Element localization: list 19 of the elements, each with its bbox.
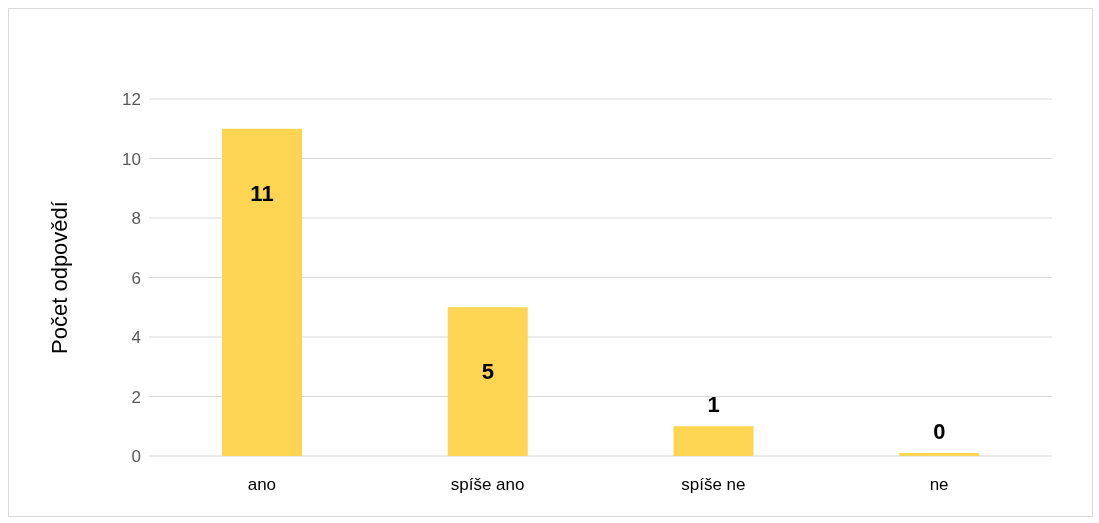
y-axis-title: Počet odpovědí <box>46 201 72 354</box>
y-tick-label: 12 <box>122 90 141 110</box>
data-label: 5 <box>481 359 494 385</box>
y-tick-label: 4 <box>131 328 141 348</box>
x-tick-label: spíše ne <box>681 475 746 495</box>
y-tick-label: 10 <box>122 149 141 169</box>
x-tick-label: ne <box>929 475 949 495</box>
y-tick-label: 8 <box>131 209 141 229</box>
y-tick-label: 2 <box>131 387 141 407</box>
x-tick-label: ano <box>247 475 277 495</box>
y-tick-label: 6 <box>131 268 141 288</box>
bar <box>447 307 528 456</box>
data-label: 0 <box>933 419 946 444</box>
y-tick-label: 0 <box>131 447 141 467</box>
data-label: 11 <box>250 180 274 206</box>
data-label: 1 <box>707 392 720 418</box>
bar <box>673 426 754 456</box>
x-tick-label: spíše ano <box>450 475 525 495</box>
bar <box>222 128 302 456</box>
